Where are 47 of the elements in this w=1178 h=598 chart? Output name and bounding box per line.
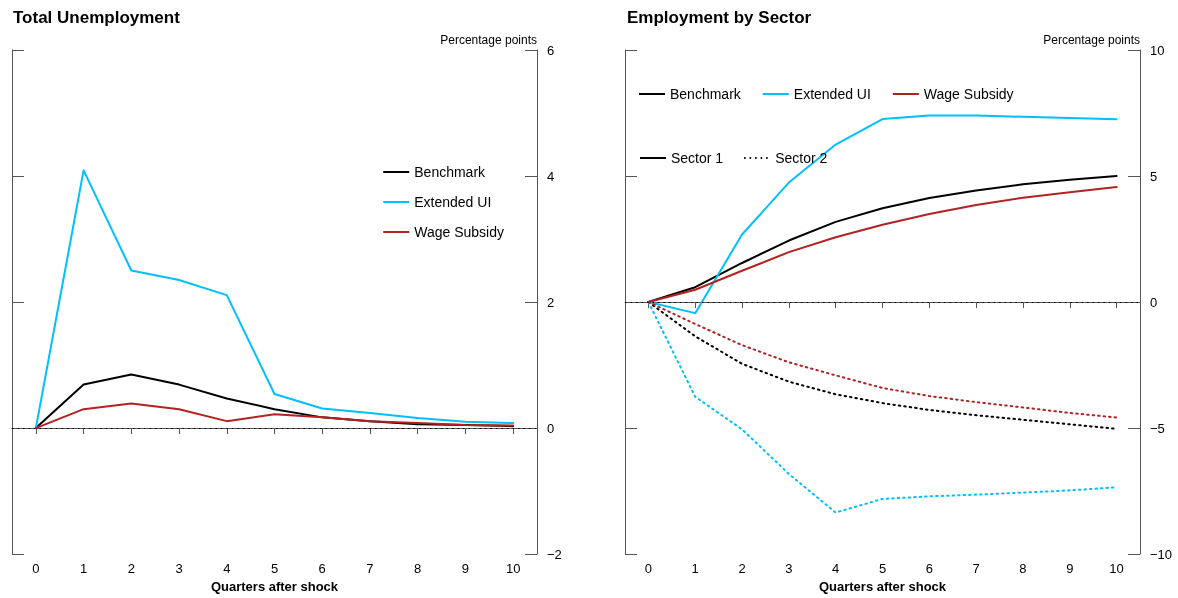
x-tick-label: 8 (1019, 561, 1027, 577)
x-tick-label: 6 (318, 561, 326, 577)
legend-label: Extended UI (793, 86, 871, 102)
annotation: Sector 1 (671, 150, 724, 166)
x-tick-label: 4 (223, 561, 231, 577)
x-tick-label: 1 (79, 561, 88, 577)
annotation: Sector 2 (775, 150, 828, 166)
y-tick-label: 5 (1150, 168, 1158, 184)
x-tick-label: 2 (738, 561, 746, 577)
x-tick-label: 2 (127, 561, 135, 577)
x-tick-label: 5 (878, 561, 887, 577)
x-axis-title: Quarters after shock (818, 579, 947, 594)
x-tick-label: 3 (175, 561, 183, 577)
x-tick-label: 0 (644, 561, 653, 577)
y-tick-label: −5 (1150, 420, 1165, 436)
y-tick-label: 0 (1150, 294, 1158, 310)
y-tick-label: −2 (547, 546, 562, 562)
y-tick-label: −10 (1150, 546, 1173, 562)
legend-label: Wage Subsidy (923, 86, 1014, 102)
legend-label: Extended UI (414, 194, 492, 210)
y-tick-label: 2 (547, 294, 555, 310)
line-series (34, 402, 515, 430)
x-tick-label: 10 (505, 561, 521, 577)
legend-label: Benchmark (414, 164, 487, 180)
y-axis-title: Percentage points (1043, 33, 1140, 47)
x-tick-label: 6 (925, 561, 933, 577)
chart-title: Employment by Sector (627, 8, 812, 27)
x-tick-label: 8 (414, 561, 422, 577)
chart-title: Total Unemployment (13, 8, 181, 27)
y-tick-label: 0 (547, 420, 555, 436)
x-tick-label: 5 (270, 561, 279, 577)
x-axis-title: Quarters after shock (210, 579, 339, 594)
y-axis-title: Percentage points (440, 33, 537, 47)
y-tick-label: 6 (547, 42, 555, 58)
x-tick-label: 9 (1066, 561, 1074, 577)
x-tick-label: 3 (785, 561, 793, 577)
y-tick-label: 10 (1150, 42, 1165, 58)
legend-label: Benchmark (670, 86, 742, 102)
x-tick-label: 4 (832, 561, 840, 577)
x-tick-label: 7 (972, 561, 980, 577)
x-tick-label: 10 (1109, 561, 1124, 577)
y-tick-label: 4 (547, 168, 555, 184)
x-tick-label: 7 (366, 561, 374, 577)
legend-label: Wage Subsidy (414, 224, 504, 240)
x-tick-label: 1 (691, 561, 699, 577)
x-tick-label: 0 (32, 561, 40, 577)
x-tick-label: 9 (461, 561, 470, 577)
